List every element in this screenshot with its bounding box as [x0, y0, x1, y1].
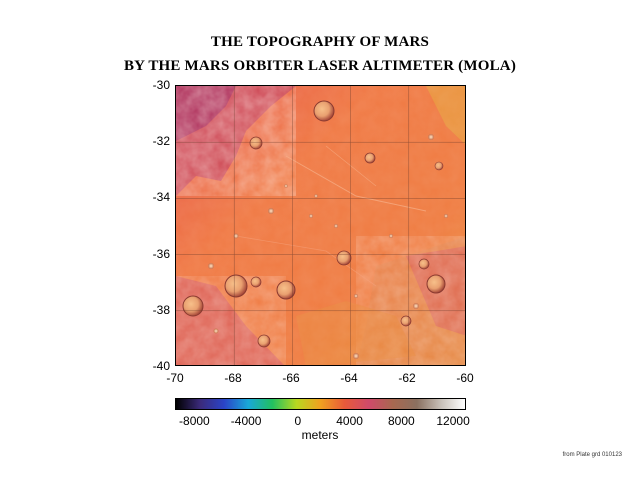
lon-tick-label: -60: [456, 371, 474, 385]
colorbar-tick-label: -8000: [179, 414, 210, 428]
colorbar-tick-label: 0: [294, 414, 302, 428]
lon-tick-label: -70: [166, 371, 184, 385]
colorbar-tick-label: -4000: [230, 414, 262, 428]
lat-tick-label: -38: [152, 303, 170, 317]
colorbar-tick-label: 12000: [436, 414, 470, 428]
lon-tick-label: -68: [224, 371, 242, 385]
colorbar-tick-label: 4000: [336, 414, 363, 428]
lon-tick-label: -64: [340, 371, 358, 385]
colorbar-unit-label: meters: [301, 428, 339, 442]
lat-tick-label: -40: [152, 359, 170, 373]
map-title: THE TOPOGRAPHY OF MARS: [210, 34, 430, 50]
lat-lon-grid: [176, 86, 465, 365]
topography-svg: [176, 86, 465, 365]
credit-text: from Plate grd 010123: [562, 452, 622, 458]
lon-tick-label: -66: [282, 371, 300, 385]
lat-tick-label: -32: [152, 134, 170, 148]
lat-tick-label: -34: [152, 190, 170, 204]
elevation-colorbar: [175, 398, 466, 410]
map-subtitle: BY THE MARS ORBITER LASER ALTIMETER (MOL…: [123, 58, 517, 74]
topography-map: [175, 85, 466, 366]
lat-tick-label: -36: [152, 247, 170, 261]
colorbar-tick-label: 8000: [387, 414, 415, 428]
lon-tick-label: -62: [398, 371, 416, 385]
lat-tick-label: -30: [152, 78, 170, 92]
